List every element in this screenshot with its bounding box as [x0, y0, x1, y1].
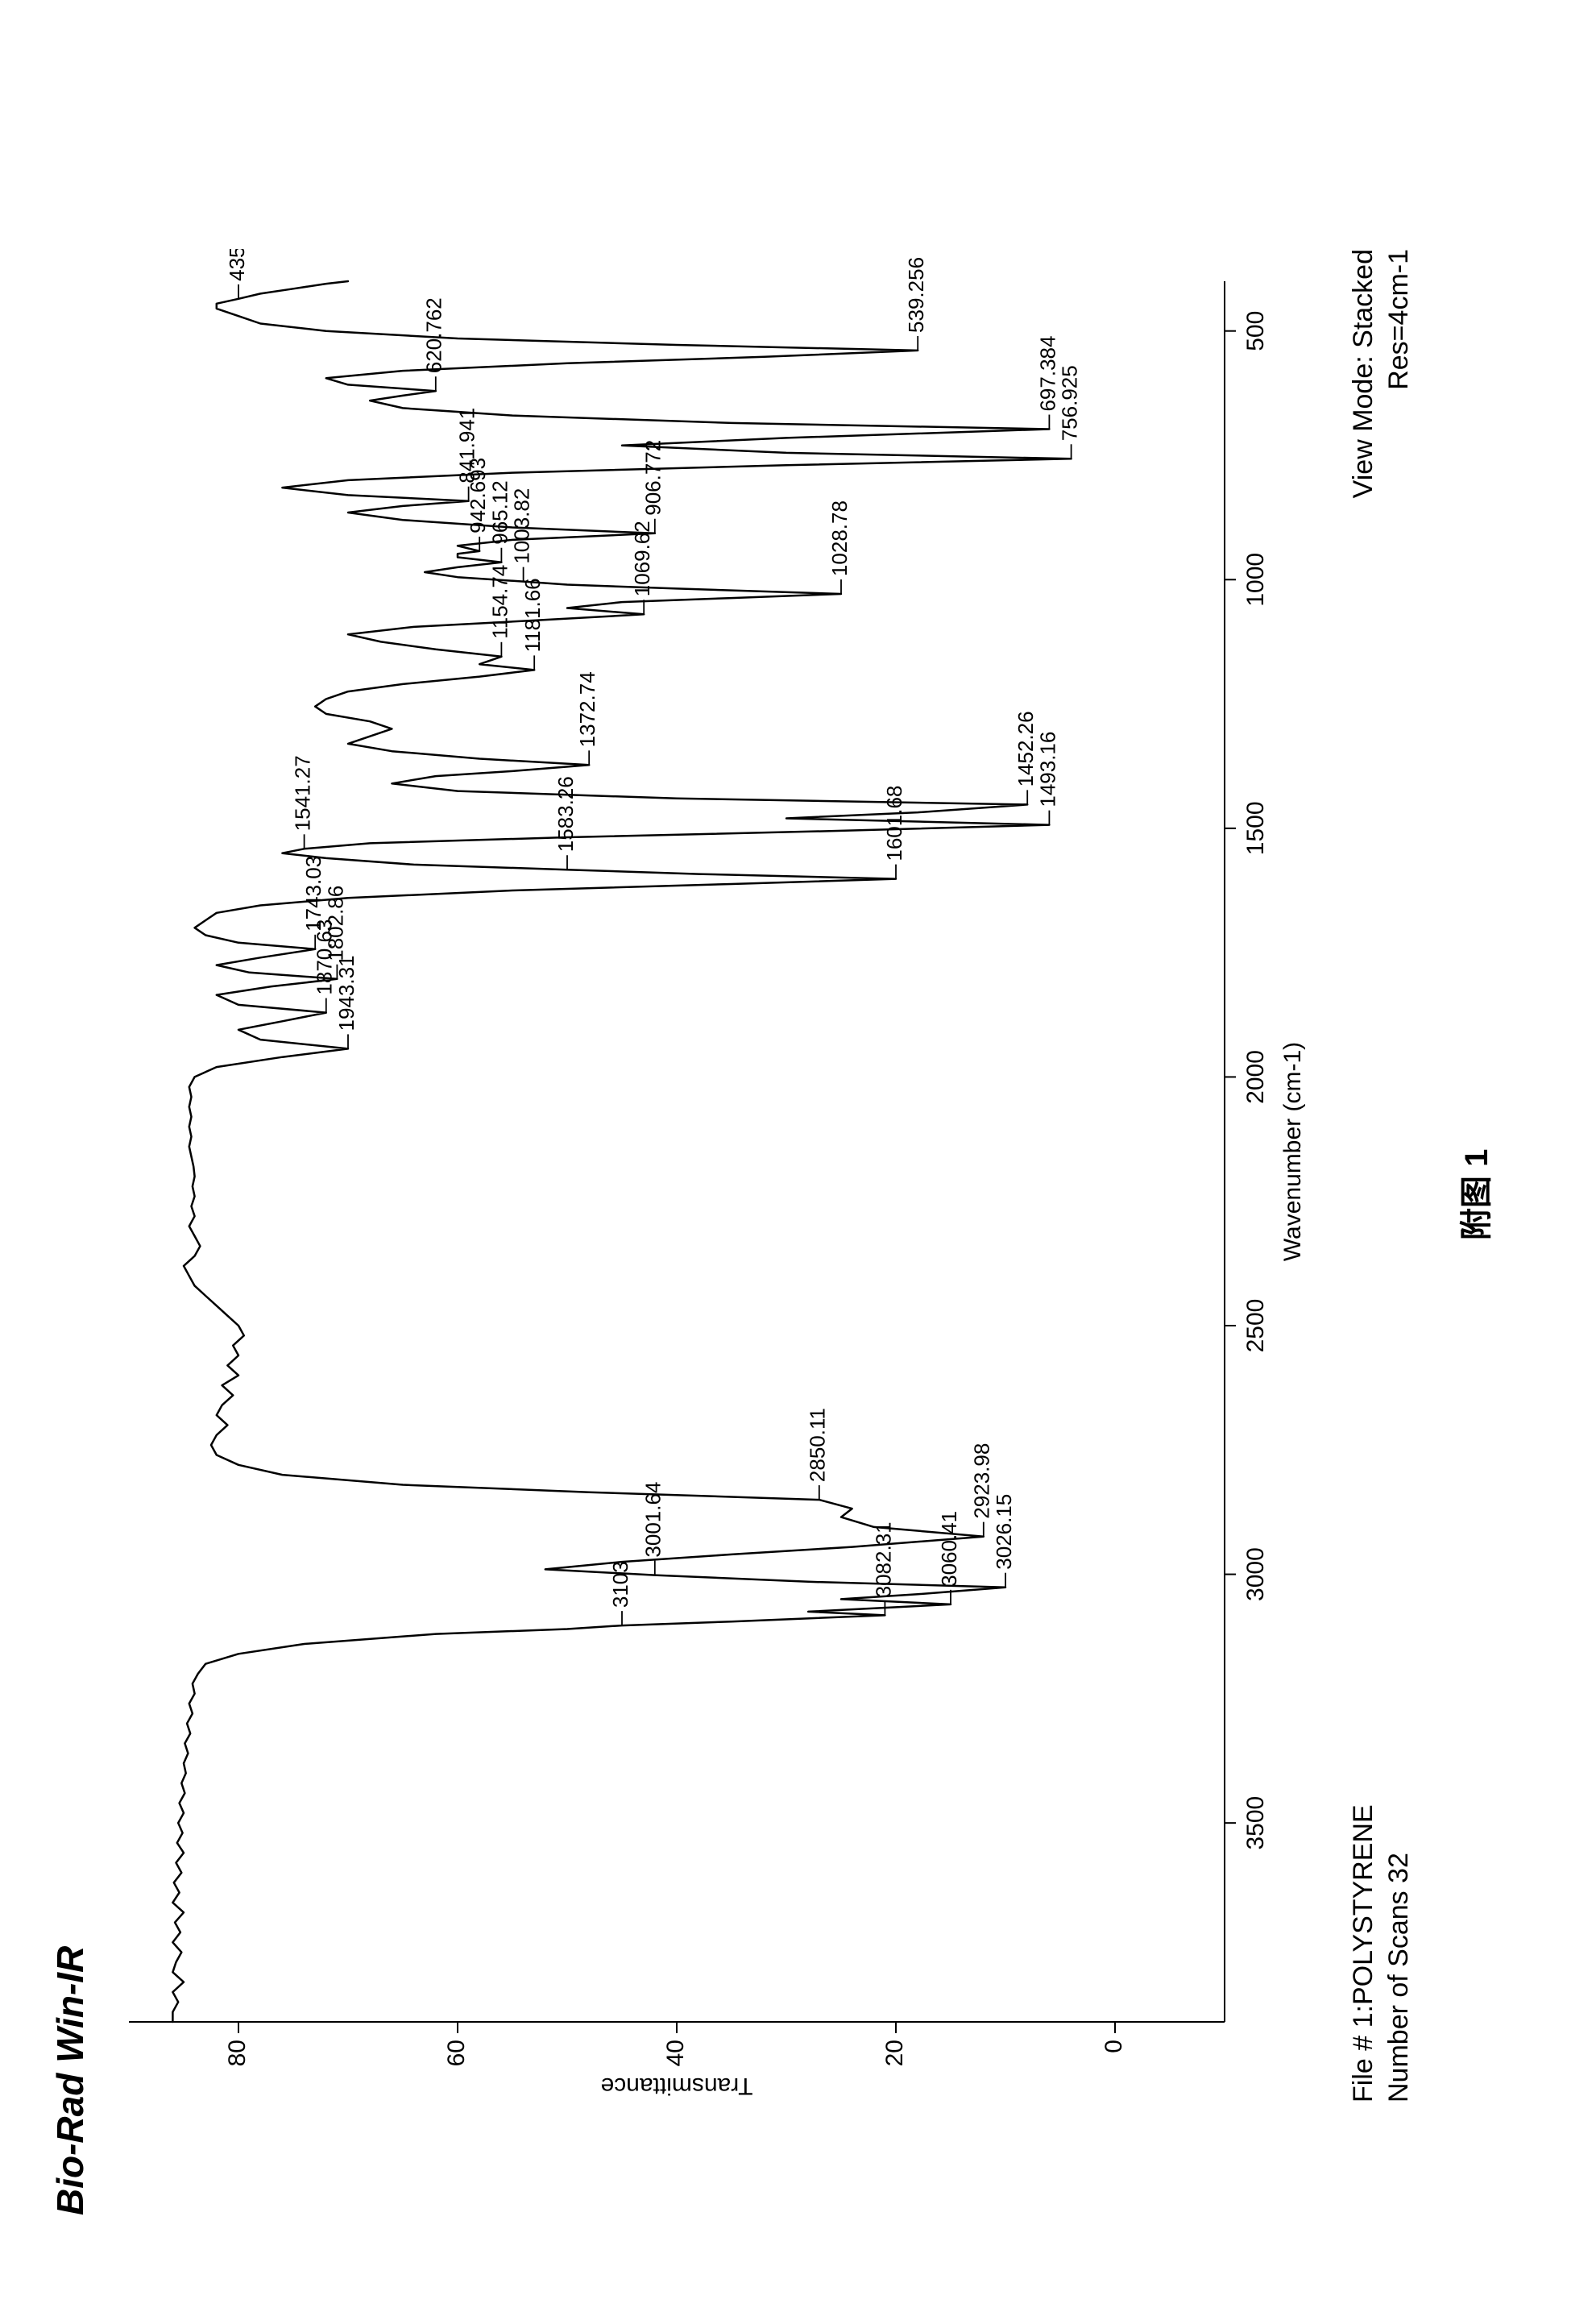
peak-label: 1372.74	[575, 671, 599, 747]
peak-label: 1870.63	[313, 919, 337, 995]
scan-info: Number of Scans 32	[1381, 1804, 1416, 2102]
peak-label: 3001.64	[641, 1482, 665, 1558]
peak-label: 1069.62	[630, 521, 654, 596]
peak-label: 1493.16	[1035, 732, 1059, 807]
peak-label: 1181.66	[520, 578, 545, 652]
svg-text:2000: 2000	[1242, 1050, 1269, 1104]
resolution-info: Res=4cm-1	[1381, 249, 1416, 498]
peak-label: 756.925	[1057, 365, 1081, 441]
svg-text:3000: 3000	[1242, 1547, 1269, 1601]
plot-footer: File # 1:POLYSTYRENE Number of Scans 32 …	[1345, 249, 1532, 2102]
peak-label: 1003.82	[509, 488, 533, 564]
svg-text:500: 500	[1242, 311, 1269, 351]
svg-text:Transmittance: Transmittance	[601, 2073, 753, 2099]
spectrum-trace	[172, 281, 1071, 2022]
peak-label: 1452.26	[1014, 711, 1038, 787]
peak-label: 1541.27	[290, 755, 314, 831]
svg-text:80: 80	[224, 2040, 251, 2066]
page: Bio-Rad Win-IR 500 1000 1500 2000 2500 3000 35…	[0, 0, 1596, 2312]
footer-right: View Mode: Stacked Res=4cm-1	[1345, 249, 1416, 498]
plot-wrap: 500 1000 1500 2000 2500 3000 3500 0 20 40 60 80 Wave…	[113, 249, 1321, 2102]
software-title: Bio-Rad Win-IR	[48, 1946, 92, 2215]
svg-text:20: 20	[881, 2040, 908, 2066]
peak-label: 2923.98	[970, 1443, 994, 1519]
peak-label: 435.402	[225, 249, 249, 281]
peak-label: 3103	[608, 1561, 632, 1608]
peak-label: 3060.41	[937, 1511, 961, 1587]
file-info: File # 1:POLYSTYRENE	[1345, 1804, 1381, 2102]
peak-label: 906.772	[641, 440, 665, 516]
view-mode: View Mode: Stacked	[1345, 249, 1381, 498]
footer-left: File # 1:POLYSTYRENE Number of Scans 32	[1345, 1804, 1416, 2102]
ir-spectrum-svg: 500 1000 1500 2000 2500 3000 3500 0 20 40 60 80 Wave…	[113, 249, 1321, 2102]
peak-label: 3082.31	[871, 1521, 895, 1597]
svg-text:1500: 1500	[1242, 801, 1269, 855]
peak-label: 3026.15	[992, 1494, 1016, 1570]
peak-label: 1601.68	[882, 786, 906, 861]
svg-text:3500: 3500	[1242, 1796, 1269, 1850]
svg-text:60: 60	[443, 2040, 470, 2066]
peak-label: 942.693	[466, 458, 490, 533]
svg-text:Wavenumber (cm-1): Wavenumber (cm-1)	[1279, 1042, 1306, 1261]
peak-label: 2850.11	[806, 1408, 830, 1482]
peak-label: 1943.31	[334, 955, 359, 1031]
landscape-layout: Bio-Rad Win-IR 500 1000 1500 2000 2500 3000 35…	[0, 0, 1596, 2312]
svg-text:1000: 1000	[1242, 553, 1269, 607]
peak-label: 697.384	[1035, 336, 1059, 412]
peak-label: 1583.26	[553, 776, 578, 852]
svg-text:2500: 2500	[1242, 1299, 1269, 1353]
peak-label: 1028.78	[827, 500, 852, 576]
peak-label: 1154.74	[487, 565, 512, 639]
ir-spectrum-plot: 500 1000 1500 2000 2500 3000 3500 0 20 40 60 80 Wave…	[113, 249, 1321, 2102]
svg-text:0: 0	[1101, 2040, 1127, 2053]
svg-text:40: 40	[662, 2040, 689, 2066]
figure-caption: 附图 1	[1450, 1149, 1497, 1240]
peak-label: 539.256	[904, 257, 928, 333]
peak-label: 965.12	[487, 480, 512, 545]
peak-label: 620.762	[422, 297, 446, 373]
